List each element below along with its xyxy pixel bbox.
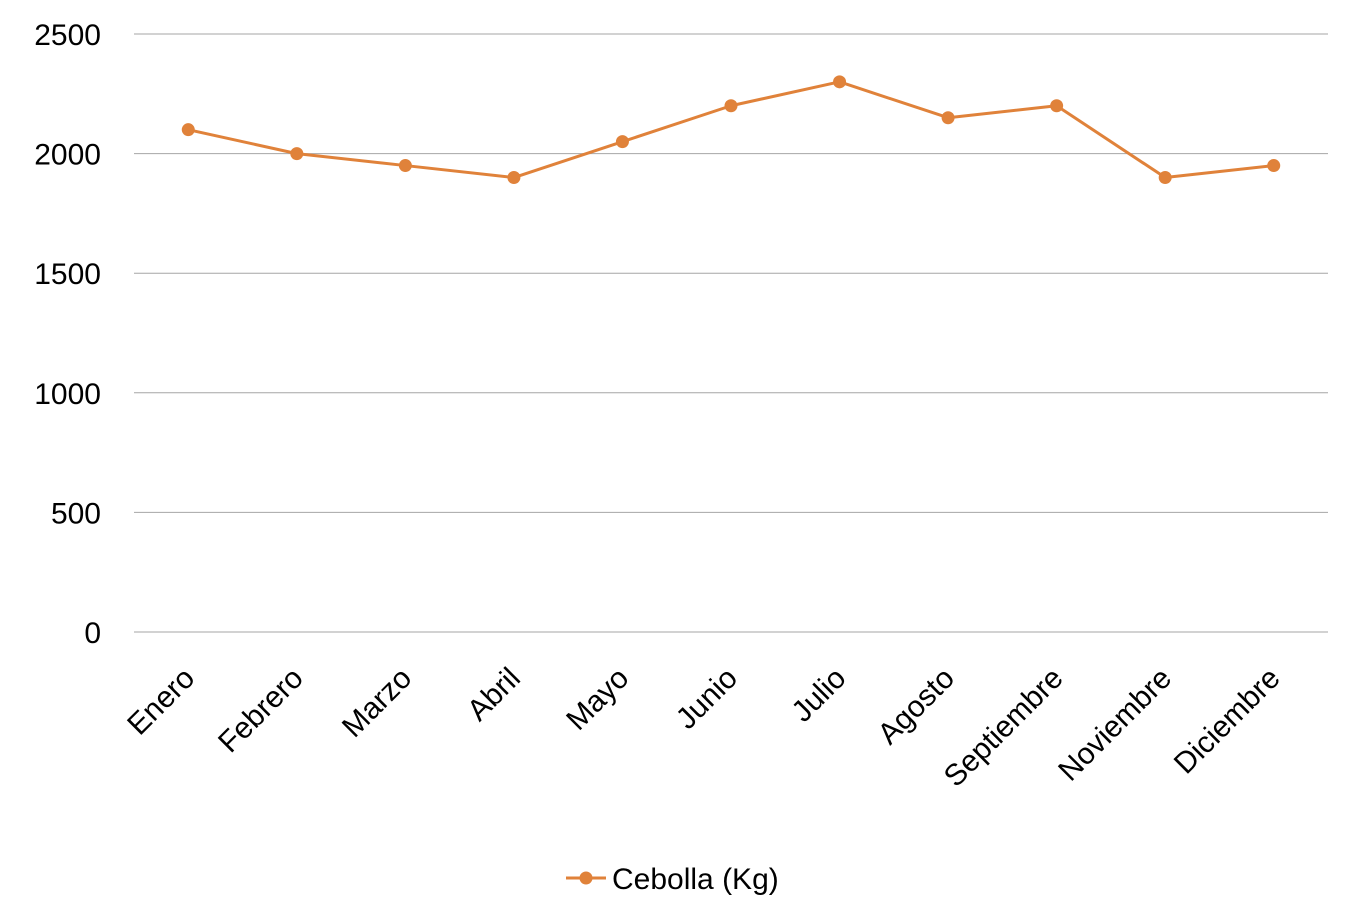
y-tick-label: 2000: [34, 139, 101, 172]
series-line: [187, 80, 1274, 180]
x-axis-tick-labels: Enero Febrero Marzo Abril Mayo Junio Julio Agos…: [121, 662, 1286, 794]
y-tick-label: 500: [51, 497, 101, 530]
y-axis-tick-labels: 0 500 1000 1500 2000 2500: [34, 19, 101, 650]
series-group: [181, 75, 1281, 185]
x-tick-label: Mayo: [560, 662, 635, 737]
data-point: [941, 111, 955, 125]
data-point: [507, 171, 521, 185]
data-point: [615, 135, 629, 149]
legend: Cebolla (Kg): [566, 863, 779, 896]
x-tick-label: Noviembre: [1052, 662, 1178, 788]
x-tick-label: Febrero: [212, 662, 310, 760]
legend-label: Cebolla (Kg): [612, 863, 779, 896]
data-point: [290, 147, 304, 161]
data-point: [833, 75, 847, 89]
x-tick-label: Agosto: [872, 662, 961, 751]
data-point: [181, 123, 195, 137]
data-point: [1267, 159, 1281, 173]
y-tick-label: 1500: [34, 258, 101, 291]
y-tick-label: 1000: [34, 378, 101, 411]
x-tick-label: Diciembre: [1168, 662, 1287, 781]
y-tick-label: 0: [84, 617, 101, 650]
x-tick-label: Junio: [670, 662, 744, 736]
data-point: [724, 99, 738, 113]
x-tick-label: Enero: [121, 662, 201, 742]
data-point: [1158, 171, 1172, 185]
data-point: [1050, 99, 1064, 113]
x-tick-label: Abril: [461, 662, 527, 728]
legend-marker-swatch: [579, 871, 593, 885]
gridlines: [134, 33, 1328, 633]
y-tick-label: 2500: [34, 19, 101, 52]
data-point: [398, 159, 412, 173]
x-tick-label: Septiembre: [938, 662, 1070, 794]
x-tick-label: Julio: [786, 662, 853, 729]
x-tick-label: Marzo: [336, 662, 418, 744]
